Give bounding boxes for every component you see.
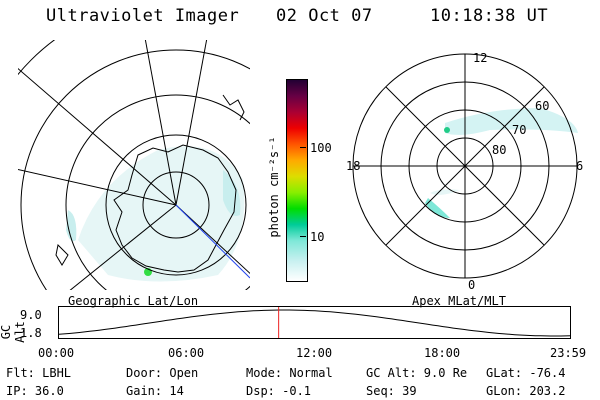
continent-outline <box>113 144 237 273</box>
emission-region <box>78 146 245 282</box>
seq-info: Seq: 39 <box>366 384 417 398</box>
colorbar-tick-10: 10 <box>310 230 325 244</box>
lat-label-60: 60 <box>535 99 549 113</box>
x-tick-1200: 12:00 <box>296 346 333 360</box>
alt-tick-1-8: 1.8 <box>20 326 42 340</box>
lat-label-80: 80 <box>492 143 506 157</box>
x-tick-1800: 18:00 <box>424 346 461 360</box>
altitude-curve <box>58 309 572 337</box>
date-label: 02 Oct 07 <box>276 6 373 26</box>
gc-alt-info: GC Alt: 9.0 Re <box>366 366 468 380</box>
geo-panel-label: Geographic Lat/Lon <box>68 294 199 308</box>
mlt-label-18: 18 <box>346 159 360 173</box>
mode-info: Mode: Normal <box>246 366 333 380</box>
gain-info: Gain: 14 <box>126 384 184 398</box>
colorbar-unit-label: photon cm⁻²s⁻¹ <box>267 136 281 238</box>
glon-info: GLon: 203.2 <box>486 384 566 398</box>
altitude-plot <box>58 306 572 339</box>
mlt-label-6: 6 <box>576 159 583 173</box>
apex-panel-label: Apex MLat/MLT <box>412 294 506 308</box>
alt-tick-9: 9.0 <box>20 308 42 322</box>
filter-info: Flt: LBHL <box>6 366 72 380</box>
geographic-map <box>18 40 250 290</box>
ip-info: IP: 36.0 <box>6 384 64 398</box>
colorbar <box>286 79 308 282</box>
instrument-title: Ultraviolet Imager <box>46 6 240 26</box>
apex-polar-plot: 12 18 6 0 60 70 80 <box>346 51 583 292</box>
dsp-info: Dsp: -0.1 <box>246 384 312 398</box>
lat-label-70: 70 <box>512 123 526 137</box>
x-tick-0000: 00:00 <box>38 346 75 360</box>
time-label: 10:18:38 UT <box>430 6 549 26</box>
x-tick-2359: 23:59 <box>550 346 587 360</box>
x-tick-0600: 06:00 <box>168 346 205 360</box>
door-info: Door: Open <box>126 366 199 380</box>
mlt-label-0: 0 <box>468 278 475 292</box>
colorbar-tick-100: 100 <box>310 141 332 155</box>
mlt-label-12: 12 <box>473 51 487 65</box>
glat-info: GLat: -76.4 <box>486 366 566 380</box>
